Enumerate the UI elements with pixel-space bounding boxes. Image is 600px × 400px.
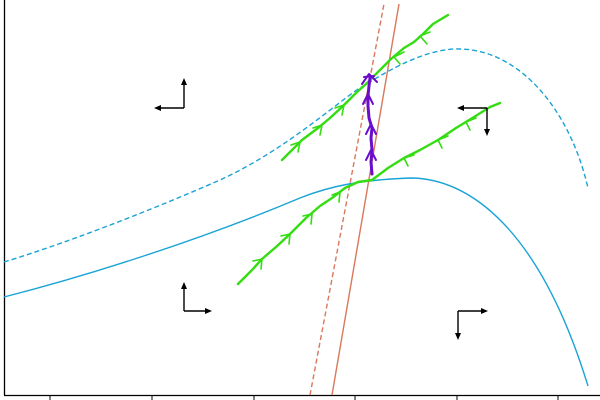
axes [3, 0, 600, 400]
direction-arrow-bottom-left [181, 282, 212, 314]
arrow-head-left [154, 105, 161, 111]
trajectory-barb [403, 154, 415, 159]
trajectory-barb [403, 157, 409, 167]
trajectory-barb [297, 141, 301, 153]
blue-solid-curve [3, 177, 589, 387]
trajectory-barb [437, 135, 449, 141]
purple-arrowhead [362, 93, 374, 105]
trajectory-barb [288, 233, 291, 245]
direction-arrow-bottom-right [455, 308, 488, 340]
trajectory-barb [465, 117, 477, 123]
purple-arrowhead [365, 149, 377, 161]
trajectory-barb [393, 51, 405, 58]
arrow-head-left [457, 105, 464, 111]
trajectory-barb [437, 139, 443, 149]
trajectory-barb [419, 31, 431, 37]
trajectory-barb [465, 121, 471, 131]
trajectory-barb [312, 124, 323, 129]
arrow-head-down [455, 333, 461, 340]
direction-arrows [154, 78, 490, 340]
curves [3, 3, 589, 396]
arrow-head-up [181, 282, 187, 289]
purple-arrowhead [365, 123, 377, 135]
trajectory-barb [338, 191, 341, 203]
purple-path [366, 76, 374, 176]
arrow-head-up [181, 78, 187, 85]
direction-arrow-top-left [154, 78, 187, 111]
trajectory-barb [252, 258, 263, 262]
trajectory-barb [419, 35, 428, 45]
trajectory-barb [302, 213, 313, 217]
arrow-head-right [205, 308, 212, 314]
trajectory-barb [310, 213, 313, 225]
trajectory-barb [331, 191, 341, 196]
trajectory-barb [393, 56, 401, 65]
orange-dashed-line [309, 3, 385, 396]
upper-green-trajectory [280, 13, 450, 162]
green-trajectories [236, 13, 502, 286]
trajectory-barb [290, 141, 301, 146]
blue-dashed-curve [3, 48, 589, 263]
trajectory-barb [319, 124, 323, 136]
trajectory-barb [280, 233, 291, 237]
green-trajectory-barbs [252, 31, 477, 270]
purple-trajectory [361, 73, 378, 176]
orange-solid-line [331, 3, 400, 396]
trajectory-barb [334, 104, 345, 109]
lower-green-trajectory [236, 101, 502, 286]
x-axis-ticks [49, 395, 559, 400]
purple-arrowheads [361, 73, 378, 161]
trajectory-barb [341, 104, 345, 116]
purple-arrowhead [363, 75, 375, 78]
purple-arrowhead [361, 73, 378, 85]
arrow-head-down [484, 129, 490, 136]
trajectory-barb [260, 258, 263, 270]
arrow-head-right [481, 308, 488, 314]
direction-arrow-top-right [457, 105, 490, 136]
